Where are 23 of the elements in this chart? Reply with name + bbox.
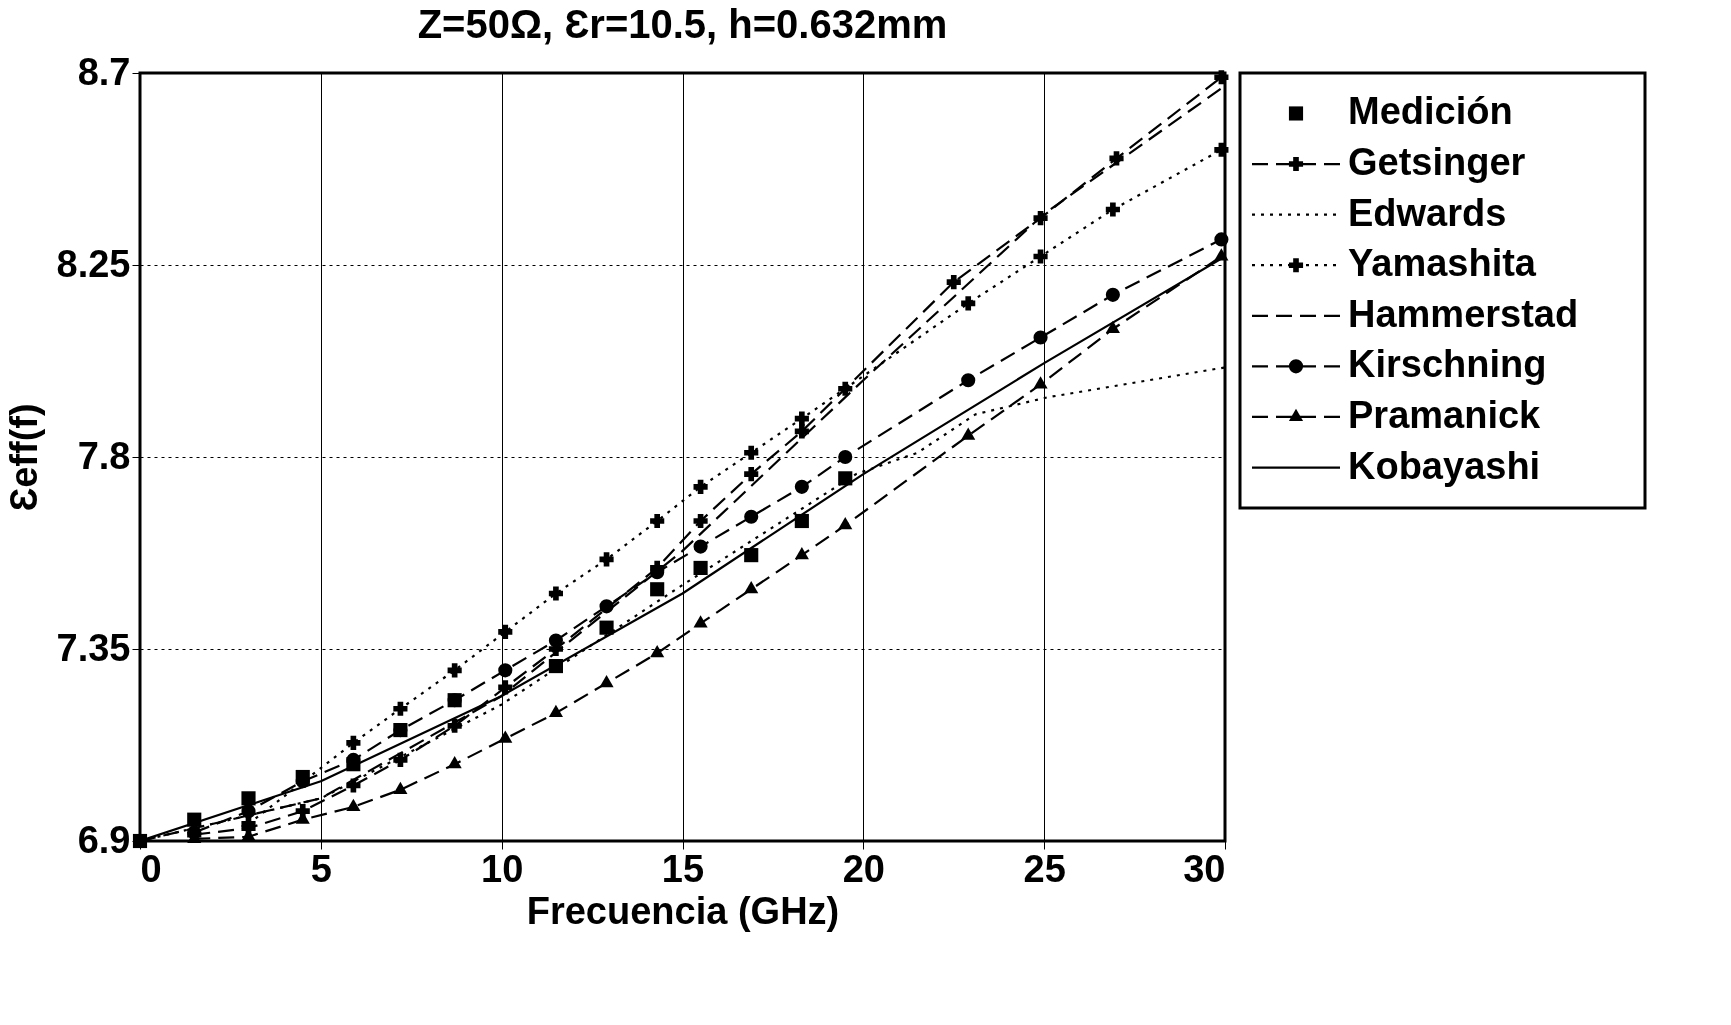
legend-label: Hammerstad [1348,292,1579,335]
x-tick-label: 30 [1183,847,1226,890]
y-tick-label: 6.9 [77,818,131,861]
legend-label: Edwards [1348,191,1507,234]
x-tick-label: 5 [310,847,332,890]
y-tick-label: 8.7 [77,50,131,93]
x-tick-label: 0 [140,847,162,890]
legend-label: Getsinger [1348,141,1526,184]
legend-label: Medición [1348,90,1513,133]
y-axis-title: Ɛeff(f) [2,403,45,512]
x-tick-label: 20 [842,847,885,890]
chart-title: Z=50Ω, Ɛr=10.5, h=0.632mm [417,2,948,46]
legend-label: Pramanick [1348,393,1542,436]
y-tick-label: 8.25 [56,242,131,285]
x-tick-label: 15 [661,847,705,890]
y-tick-label: 7.8 [77,434,131,477]
legend-label: Yamashita [1348,242,1537,285]
legend-label: Kobayashi [1348,444,1541,487]
x-tick-label: 10 [481,847,524,890]
x-tick-label: 25 [1023,847,1066,890]
x-axis-title: Frecuencia (GHz) [526,889,840,932]
legend-label: Kirschning [1348,343,1547,386]
y-tick-label: 7.35 [56,626,131,669]
